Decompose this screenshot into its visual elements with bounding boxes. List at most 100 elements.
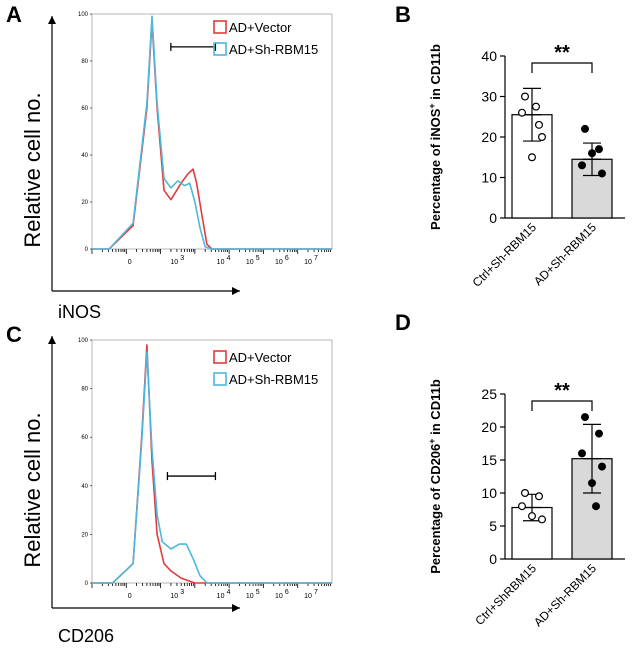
x-axis-arrow bbox=[232, 287, 240, 295]
x-tick-base: 10 bbox=[246, 593, 254, 600]
y-tick-label: 20 bbox=[81, 200, 88, 206]
x-tick-base: 10 bbox=[217, 259, 225, 266]
data-point bbox=[517, 502, 526, 511]
legend-swatch bbox=[213, 42, 227, 56]
y-tick-label: 0 bbox=[85, 247, 89, 253]
significance-bracket bbox=[531, 400, 593, 411]
data-point bbox=[531, 102, 540, 111]
data-point bbox=[520, 92, 529, 101]
x-axis-title: iNOS bbox=[58, 302, 101, 322]
data-point bbox=[537, 133, 546, 142]
y-tick-label: 60 bbox=[81, 106, 88, 112]
data-point bbox=[577, 161, 586, 170]
panel-letter-a: A bbox=[6, 2, 22, 27]
y-tick-label: 80 bbox=[81, 59, 88, 65]
legend-label: AD+Vector bbox=[229, 350, 292, 365]
data-point bbox=[580, 413, 589, 422]
x-tick-base: 10 bbox=[170, 593, 178, 600]
data-point bbox=[520, 489, 529, 498]
y-tick-label: 40 bbox=[481, 48, 497, 64]
legend-label: AD+Vector bbox=[229, 20, 292, 35]
x-tick-base: 10 bbox=[217, 593, 225, 600]
y-tick-label: 15 bbox=[481, 452, 497, 468]
data-point bbox=[534, 120, 543, 129]
data-point bbox=[537, 515, 546, 524]
significance-bracket bbox=[531, 62, 593, 73]
x-tick-base: 10 bbox=[170, 259, 178, 266]
y-axis-title-superscript: + bbox=[427, 438, 437, 443]
y-axis-arrow bbox=[48, 336, 56, 344]
y-axis-title: Percentage of iNOS+ in CD11b bbox=[427, 44, 443, 230]
x-tick-base: 0 bbox=[128, 259, 132, 266]
y-tick-label: 60 bbox=[81, 435, 88, 441]
x-tick-exponent: 3 bbox=[180, 255, 184, 262]
x-axis-arrow bbox=[232, 604, 240, 612]
bar-chart-inos: 0 10 20 30 40 Percentage of iNOS+ in CD11b Ctr… bbox=[427, 42, 625, 290]
data-point bbox=[587, 479, 596, 488]
data-point bbox=[517, 108, 526, 117]
y-axis-title: Relative cell no. bbox=[20, 412, 45, 567]
category-label: Ctrl+Sh-RBM15 bbox=[470, 220, 540, 290]
legend-swatch bbox=[213, 350, 227, 364]
y-tick-label: 30 bbox=[481, 89, 497, 105]
data-point bbox=[594, 145, 603, 154]
legend-label: AD+Sh-RBM15 bbox=[229, 42, 318, 57]
legend-swatch bbox=[213, 372, 227, 386]
y-tick-label: 20 bbox=[481, 129, 497, 145]
data-point bbox=[534, 492, 543, 501]
legend-swatch bbox=[213, 20, 227, 34]
y-axis-title-superscript: + bbox=[427, 103, 437, 108]
x-tick-base: 10 bbox=[275, 259, 283, 266]
y-axis-title-suffix: in CD11b bbox=[428, 44, 443, 103]
y-tick-label: 5 bbox=[489, 518, 497, 534]
y-tick-label: 40 bbox=[81, 484, 88, 490]
histogram-curve-sh-rbm15 bbox=[92, 351, 332, 584]
y-tick-label: 80 bbox=[81, 387, 88, 393]
x-tick-exponent: 3 bbox=[180, 589, 184, 596]
significance-label: ** bbox=[554, 42, 570, 64]
panel-letter-d: D bbox=[395, 310, 411, 335]
y-tick-label: 20 bbox=[81, 532, 88, 538]
x-tick-exponent: 7 bbox=[314, 255, 318, 262]
x-tick-exponent: 4 bbox=[227, 255, 231, 262]
legend-label: AD+Sh-RBM15 bbox=[229, 372, 318, 387]
category-label: AD+Sh-RBM15 bbox=[531, 220, 599, 288]
y-tick-label: 0 bbox=[489, 551, 497, 567]
data-point bbox=[577, 449, 586, 458]
x-tick-exponent: 5 bbox=[256, 255, 260, 262]
data-point bbox=[527, 512, 536, 521]
panel-letter-b: B bbox=[395, 2, 411, 27]
x-axis-title: CD206 bbox=[58, 626, 114, 646]
y-tick-label: 20 bbox=[481, 419, 497, 435]
data-point bbox=[594, 429, 603, 438]
x-tick-base: 10 bbox=[275, 593, 283, 600]
x-tick-base: 10 bbox=[246, 259, 254, 266]
panel-letter-c: C bbox=[6, 322, 22, 347]
data-point bbox=[580, 124, 589, 133]
y-tick-label: 100 bbox=[78, 338, 89, 344]
x-tick-base: 10 bbox=[304, 259, 312, 266]
data-point bbox=[591, 502, 600, 511]
x-tick-exponent: 7 bbox=[314, 589, 318, 596]
y-axis-title: Relative cell no. bbox=[20, 92, 45, 247]
data-point bbox=[527, 153, 536, 162]
category-label: AD+Sh-RBM15 bbox=[531, 561, 599, 629]
bar-chart-cd206: 0 5 10 15 20 25 Percentage of CD206+ in CD11b C… bbox=[427, 379, 625, 629]
x-tick-exponent: 6 bbox=[285, 255, 289, 262]
y-tick-label: 100 bbox=[78, 12, 89, 18]
y-axis-arrow bbox=[48, 16, 56, 24]
x-tick-base: 0 bbox=[128, 593, 132, 600]
data-point bbox=[597, 462, 606, 471]
x-tick-base: 10 bbox=[304, 593, 312, 600]
x-tick-exponent: 6 bbox=[285, 589, 289, 596]
y-tick-label: 40 bbox=[81, 153, 88, 159]
x-tick-exponent: 5 bbox=[256, 589, 260, 596]
y-tick-label: 0 bbox=[85, 581, 89, 587]
data-point bbox=[587, 149, 596, 158]
y-axis-title-suffix: in CD11b bbox=[428, 379, 443, 438]
data-point bbox=[597, 169, 606, 178]
histogram-curve-sh-rbm15 bbox=[92, 15, 332, 250]
